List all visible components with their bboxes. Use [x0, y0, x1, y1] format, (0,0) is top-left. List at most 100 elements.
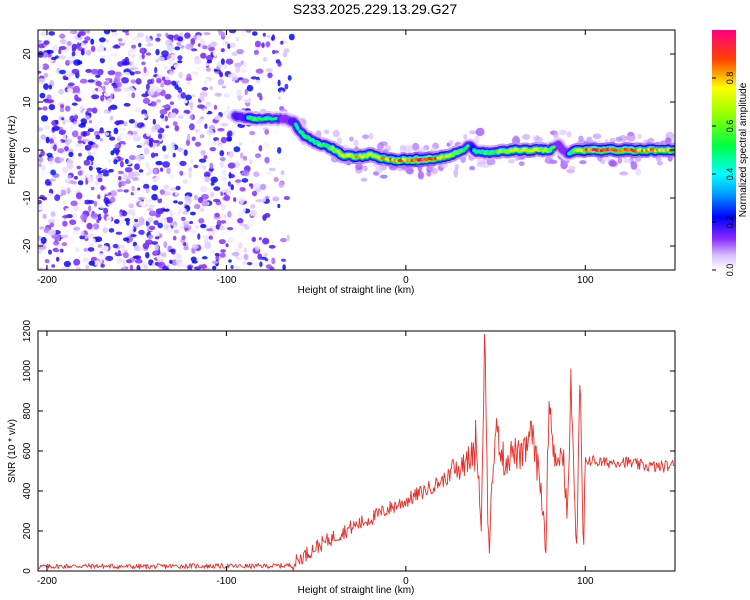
- noise-blob: [153, 220, 159, 226]
- noise-blob: [253, 261, 259, 268]
- noise-blob: [269, 106, 276, 111]
- noise-blob: [223, 214, 227, 219]
- noise-blob: [87, 247, 95, 252]
- noise-blob: [243, 253, 249, 261]
- noise-blob: [58, 88, 65, 95]
- noise-blob: [80, 199, 85, 205]
- halo-blob: [411, 142, 420, 151]
- noise-blob: [238, 141, 243, 147]
- halo-blob: [403, 166, 411, 172]
- noise-blob: [124, 56, 130, 64]
- noise-blob: [235, 171, 242, 179]
- noise-blob: [70, 200, 78, 207]
- noise-blob: [122, 173, 128, 180]
- halo-blob: [349, 136, 354, 142]
- noise-blob: [273, 176, 279, 183]
- noise-blob: [183, 149, 188, 156]
- noise-blob: [235, 179, 242, 183]
- noise-blob: [177, 55, 183, 61]
- noise-blob: [156, 230, 160, 236]
- noise-blob: [155, 160, 163, 166]
- noise-blob: [201, 86, 209, 91]
- noise-blob: [58, 129, 67, 135]
- noise-blob: [267, 72, 273, 79]
- noise-blob: [163, 191, 171, 196]
- noise-blob: [47, 218, 56, 224]
- noise-blob: [110, 190, 117, 197]
- noise-blob: [67, 82, 75, 87]
- noise-blob: [164, 115, 168, 122]
- noise-blob: [223, 63, 227, 70]
- noise-blob: [230, 265, 234, 269]
- noise-blob: [156, 33, 162, 38]
- noise-blob: [144, 199, 152, 203]
- noise-blob: [144, 260, 149, 266]
- noise-blob: [253, 171, 260, 177]
- noise-blob: [114, 88, 122, 92]
- noise-blob: [97, 86, 102, 93]
- noise-blob: [193, 164, 199, 169]
- noise-blob: [217, 128, 225, 132]
- halo-blob: [568, 165, 576, 171]
- noise-blob: [203, 31, 211, 36]
- noise-blob: [202, 45, 208, 50]
- noise-blob: [105, 255, 114, 262]
- noise-blob: [166, 34, 175, 39]
- noise-blob: [42, 52, 49, 59]
- noise-blob: [204, 242, 212, 250]
- noise-blob: [199, 134, 205, 139]
- noise-blob: [174, 191, 178, 196]
- noise-blob: [106, 39, 109, 43]
- noise-blob: [64, 179, 69, 184]
- noise-blob: [94, 180, 100, 186]
- noise-blob: [222, 169, 227, 176]
- noise-blob: [58, 46, 67, 50]
- noise-blob: [74, 114, 78, 120]
- noise-blob: [49, 138, 54, 145]
- noise-blob: [253, 49, 259, 55]
- noise-blob: [217, 78, 225, 86]
- halo-blob: [417, 171, 425, 180]
- noise-blob: [147, 79, 153, 85]
- noise-blob: [43, 83, 49, 90]
- colorbar-tick-label: 0.4: [725, 168, 735, 181]
- noise-blob: [227, 43, 231, 49]
- noise-blob: [90, 213, 99, 219]
- noise-blob: [266, 34, 271, 38]
- noise-blob: [73, 226, 81, 231]
- colorbar-gradient: [712, 30, 736, 270]
- noise-blob: [48, 157, 53, 161]
- noise-blob: [254, 79, 261, 84]
- noise-blob: [132, 176, 139, 181]
- snr-line: [38, 333, 675, 571]
- noise-blob: [225, 58, 234, 65]
- noise-blob: [146, 217, 154, 223]
- noise-blob: [109, 136, 116, 141]
- noise-blob: [235, 265, 240, 270]
- noise-blob: [60, 189, 67, 196]
- noise-blob: [123, 237, 130, 242]
- noise-blob: [133, 130, 138, 135]
- noise-blob: [195, 66, 203, 71]
- noise-blob: [139, 114, 146, 119]
- noise-blob: [191, 71, 199, 76]
- noise-blob: [38, 139, 43, 144]
- noise-blob: [280, 90, 284, 96]
- noise-blob: [160, 83, 165, 88]
- noise-blob: [106, 97, 113, 103]
- noise-blob: [86, 173, 90, 178]
- noise-blob: [103, 91, 111, 97]
- noise-blob: [214, 92, 222, 97]
- noise-blob: [255, 68, 264, 74]
- figure-title: S233.2025.229.13.29.G27: [292, 1, 458, 17]
- noise-blob: [166, 216, 174, 224]
- noise-blob: [145, 162, 150, 169]
- noise-blob: [120, 160, 124, 168]
- noise-blob: [106, 215, 112, 223]
- noise-blob: [38, 157, 44, 163]
- noise-blob: [234, 62, 242, 68]
- noise-blob: [39, 226, 45, 230]
- noise-blob: [61, 200, 67, 205]
- noise-blob: [105, 77, 112, 81]
- noise-blob: [42, 213, 47, 219]
